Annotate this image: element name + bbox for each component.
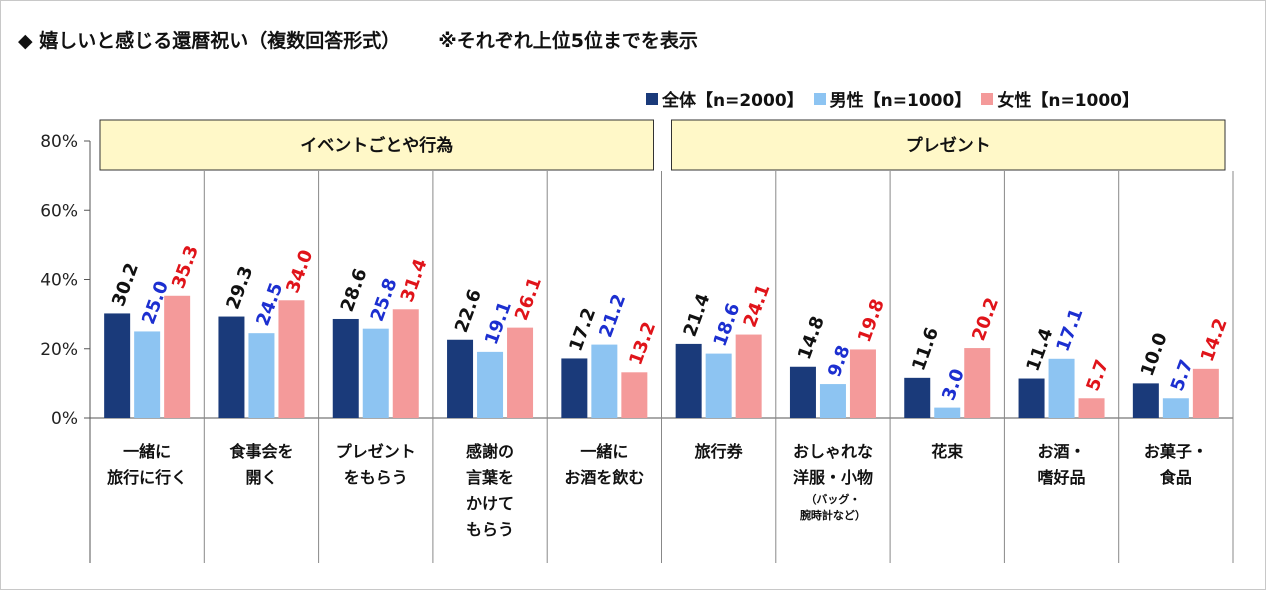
category-label: 開く xyxy=(245,468,277,487)
bar-overall xyxy=(332,318,359,418)
data-label-female: 24.1 xyxy=(740,281,775,330)
bar-male xyxy=(248,333,275,418)
bar-female xyxy=(278,300,305,418)
bar-male xyxy=(1048,358,1075,418)
group-label: イベントごとや行為 xyxy=(300,135,453,156)
data-label-overall: 10.0 xyxy=(1137,330,1172,379)
data-label-overall: 29.3 xyxy=(222,263,257,312)
category-label: おしゃれな xyxy=(793,442,873,461)
bar-overall xyxy=(104,313,131,418)
legend-label-overall: 全体【n=2000】 xyxy=(662,91,804,111)
data-label-overall: 30.2 xyxy=(108,260,143,309)
category-label: 花束 xyxy=(931,442,964,461)
bar-male xyxy=(819,384,846,418)
data-label-male: 21.2 xyxy=(595,291,630,340)
legend-item-male: 男性【n=1000】 xyxy=(813,86,972,111)
bar-male xyxy=(134,331,161,418)
bar-female xyxy=(1192,368,1219,418)
data-label-female: 31.4 xyxy=(397,256,432,305)
data-label-overall: 22.6 xyxy=(451,287,486,336)
chart-title: ◆ 嬉しいと感じる還暦祝い（複数回答形式） ※それぞれ上位5位までを表示 xyxy=(18,26,698,53)
category-label: プレゼント xyxy=(336,442,416,461)
category-label: お酒を飲む xyxy=(564,468,644,487)
data-label-overall: 11.6 xyxy=(908,325,943,374)
group-label: プレゼント xyxy=(906,135,991,156)
y-tick-label: 40% xyxy=(40,271,78,291)
category-label: 感謝の xyxy=(466,442,514,461)
bar-female xyxy=(1078,398,1105,418)
bar-male xyxy=(591,344,618,418)
bar-overall xyxy=(904,377,931,418)
data-label-female: 13.2 xyxy=(625,319,660,368)
bar-overall xyxy=(561,358,588,418)
bar-female xyxy=(849,349,876,418)
category-note: 腕時計など） xyxy=(800,508,866,522)
bar-overall xyxy=(789,366,816,418)
legend-label-female: 女性【n=1000】 xyxy=(997,91,1140,111)
bar-overall xyxy=(218,316,245,418)
legend-item-female: 女性【n=1000】 xyxy=(981,86,1139,111)
bar-male xyxy=(1162,398,1189,418)
category-label: 食品 xyxy=(1159,468,1192,487)
category-label: もらう xyxy=(466,520,514,539)
category-label: をもらう xyxy=(344,468,408,487)
category-label: 食事会を xyxy=(228,442,293,461)
category-label: かけて xyxy=(466,494,514,513)
category-label: 洋服・小物 xyxy=(793,468,873,487)
category-label: 一緒に xyxy=(123,442,171,461)
y-tick-label: 0% xyxy=(51,409,78,429)
category-label: 一緒に xyxy=(580,442,628,461)
category-note: （バッグ・ xyxy=(805,492,860,506)
y-tick-label: 80% xyxy=(40,132,78,152)
bar-female xyxy=(964,348,991,418)
bar-overall xyxy=(675,343,702,418)
bar-female xyxy=(507,327,534,418)
bar-female xyxy=(735,334,762,418)
category-label: お菓子・ xyxy=(1144,442,1208,461)
title-note: ※それぞれ上位5位までを表示 xyxy=(438,30,698,52)
bar-male xyxy=(705,353,732,418)
bar-female xyxy=(621,372,648,418)
legend-label-male: 男性【n=1000】 xyxy=(829,91,972,111)
data-label-male: 17.1 xyxy=(1053,306,1088,355)
data-label-overall: 14.8 xyxy=(794,314,829,363)
legend: 全体【n=2000】 男性【n=1000】 女性【n=1000】 xyxy=(646,86,1149,111)
title-text: ◆ 嬉しいと感じる還暦祝い（複数回答形式） xyxy=(18,30,401,52)
data-label-female: 14.2 xyxy=(1197,316,1232,365)
y-tick-label: 20% xyxy=(40,340,78,360)
data-label-female: 5.7 xyxy=(1083,357,1114,394)
category-label: 言葉を xyxy=(466,468,514,487)
category-label: 嗜好品 xyxy=(1038,468,1086,487)
category-label: 旅行券 xyxy=(695,442,744,461)
bar-overall xyxy=(1018,378,1045,418)
data-label-female: 34.0 xyxy=(282,247,317,296)
data-label-overall: 28.6 xyxy=(337,266,372,315)
legend-swatch-female xyxy=(981,92,994,105)
group-band xyxy=(99,119,654,171)
legend-swatch-overall xyxy=(646,92,658,105)
bar-overall xyxy=(447,339,474,418)
bar-male xyxy=(934,407,961,418)
bar-female xyxy=(164,295,191,418)
legend-swatch-male xyxy=(813,92,826,105)
group-band xyxy=(671,119,1226,171)
data-label-female: 20.2 xyxy=(968,295,1003,344)
data-label-female: 35.3 xyxy=(168,243,203,292)
bar-overall xyxy=(1132,383,1159,418)
bar-male xyxy=(362,328,389,418)
category-label: 旅行に行く xyxy=(107,468,187,487)
bar-female xyxy=(392,309,419,418)
data-label-female: 26.1 xyxy=(511,274,546,323)
y-tick-label: 60% xyxy=(40,201,78,221)
bar-male xyxy=(477,351,504,418)
data-label-female: 19.8 xyxy=(854,296,889,345)
legend-item-overall: 全体【n=2000】 xyxy=(646,86,804,111)
category-label: お酒・ xyxy=(1038,442,1086,461)
data-label-overall: 21.4 xyxy=(680,291,715,340)
